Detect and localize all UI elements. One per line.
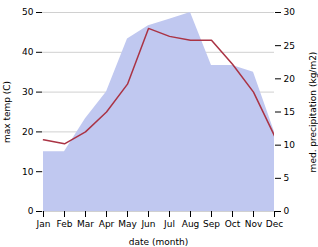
svg-text:Dec: Dec	[266, 219, 283, 229]
svg-text:0: 0	[284, 206, 290, 216]
svg-text:30: 30	[284, 7, 296, 17]
svg-text:med. precipitation (kg/m2): med. precipitation (kg/m2)	[308, 52, 318, 173]
svg-text:40: 40	[22, 47, 34, 57]
svg-text:May: May	[118, 219, 137, 229]
svg-text:Jan: Jan	[36, 219, 51, 229]
svg-text:Oct: Oct	[225, 219, 241, 229]
svg-text:Nov: Nov	[245, 219, 263, 229]
svg-text:30: 30	[22, 87, 34, 97]
svg-text:10: 10	[22, 167, 34, 177]
svg-text:Apr: Apr	[99, 219, 115, 229]
svg-text:Feb: Feb	[57, 219, 73, 229]
svg-text:Jul: Jul	[163, 219, 175, 229]
svg-text:Mar: Mar	[77, 219, 94, 229]
svg-text:5: 5	[284, 173, 290, 183]
svg-text:50: 50	[22, 7, 34, 17]
svg-text:date (month): date (month)	[129, 237, 188, 247]
svg-text:25: 25	[284, 41, 295, 51]
svg-text:max temp (C): max temp (C)	[2, 81, 12, 143]
svg-text:20: 20	[284, 74, 296, 84]
svg-text:Sep: Sep	[203, 219, 220, 229]
svg-text:Jun: Jun	[140, 219, 155, 229]
svg-text:15: 15	[284, 107, 295, 117]
svg-text:0: 0	[28, 206, 34, 216]
svg-text:20: 20	[22, 127, 34, 137]
svg-text:Aug: Aug	[182, 219, 200, 229]
svg-text:10: 10	[284, 140, 296, 150]
